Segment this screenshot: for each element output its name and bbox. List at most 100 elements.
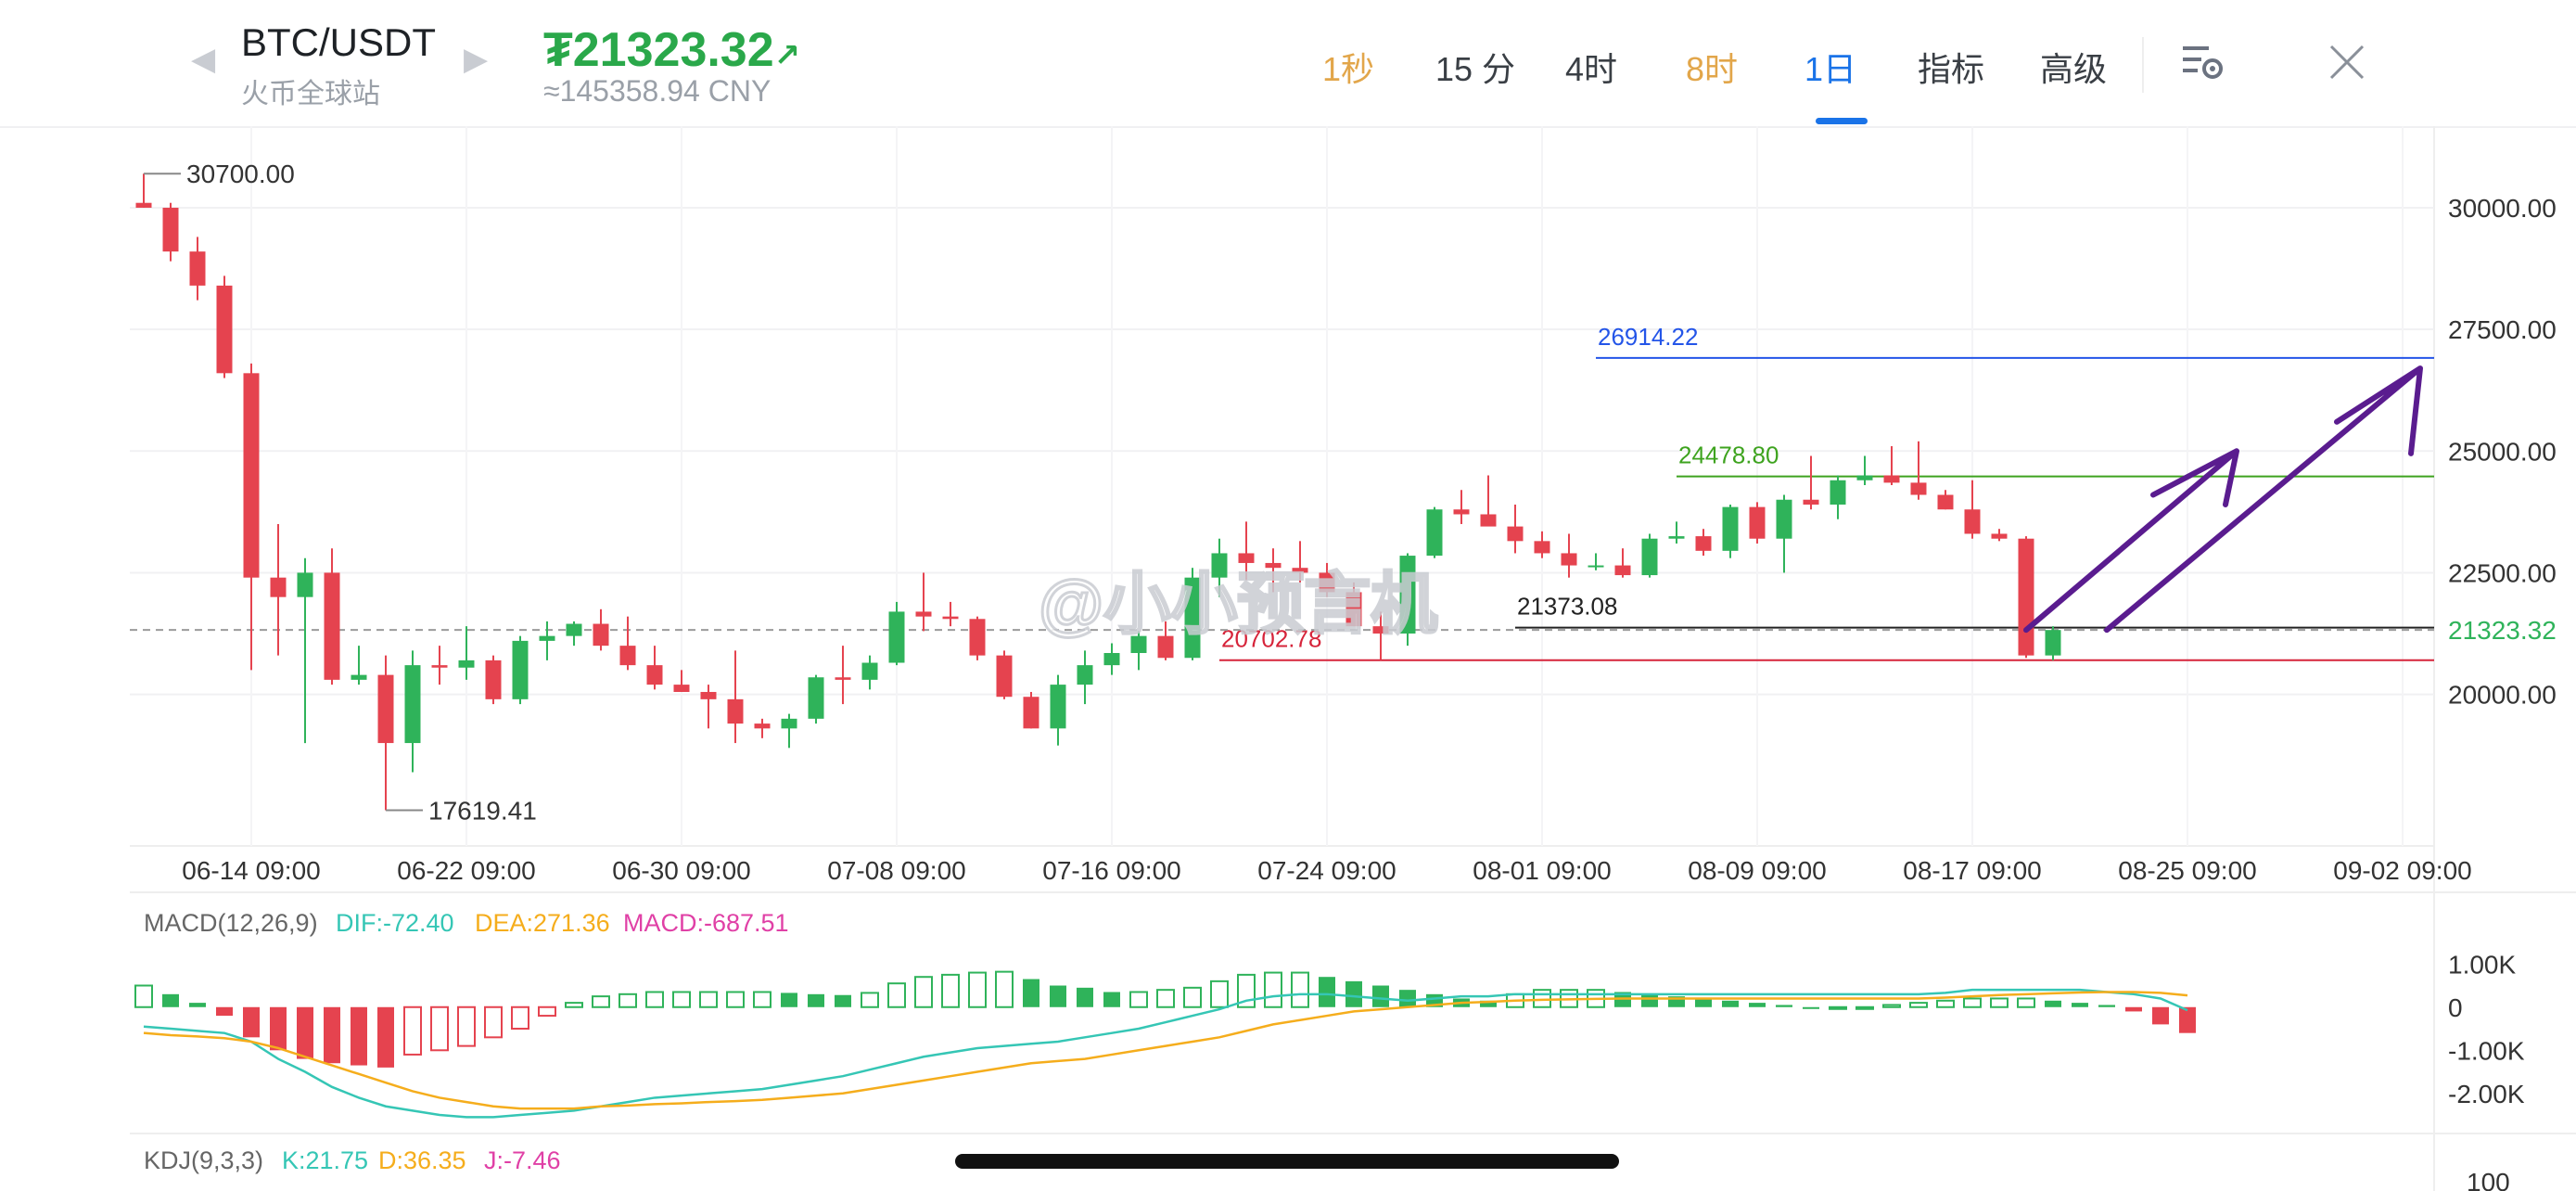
candle-body — [189, 251, 206, 286]
macd-value-label: MACD:-687.51 — [623, 909, 789, 937]
candle-body — [1803, 499, 1819, 505]
macd-bar — [887, 982, 906, 1008]
candle-body — [1668, 536, 1685, 539]
candle-body — [1776, 499, 1792, 539]
macd-bar — [781, 992, 797, 1007]
macd-bar — [430, 1005, 449, 1052]
candle-body — [1722, 506, 1739, 551]
macd-title: MACD(12,26,9) — [144, 909, 318, 937]
tab-advanced[interactable]: 高级 — [2040, 50, 2108, 88]
candle-series — [135, 173, 2061, 811]
macd-tick-label: -1.00K — [2448, 1036, 2525, 1065]
candle-body — [324, 572, 340, 680]
candle-body — [1534, 541, 1550, 554]
drawn-arrow-up-2 — [2104, 365, 2423, 634]
candle-body — [700, 691, 717, 699]
candle-body — [1749, 506, 1766, 539]
candle-body — [754, 724, 771, 729]
time-tick-label: 06-30 09:00 — [612, 856, 750, 885]
macd-bar — [511, 1005, 529, 1031]
candle-body — [1561, 553, 1577, 566]
tab-indicators[interactable]: 指标 — [1918, 50, 1985, 88]
drawn-arrows — [2023, 365, 2423, 634]
candle-body — [404, 665, 421, 744]
macd-bar — [1103, 992, 1120, 1007]
candle-body — [861, 662, 878, 680]
tab-1s[interactable]: 1秒 — [1322, 50, 1375, 88]
time-tick-label: 08-01 09:00 — [1473, 856, 1611, 885]
macd-bar — [1291, 971, 1309, 1008]
kdj-k-label: K:21.75 — [282, 1146, 368, 1174]
candle-body — [673, 685, 690, 692]
macd-bar — [243, 1006, 260, 1038]
level-label: 26914.22 — [1598, 323, 1698, 351]
candle-body — [942, 616, 959, 620]
close-icon[interactable] — [2327, 43, 2366, 82]
time-tick-label: 09-02 09:00 — [2333, 856, 2471, 885]
price-tick-label: 30000.00 — [2448, 194, 2557, 223]
macd-bar — [457, 1005, 476, 1047]
chart-grid: 30000.00 27500.00 25000.00 22500.00 20000.00… — [130, 126, 2576, 1191]
toolbar-divider — [2142, 37, 2144, 93]
candle-body — [1292, 568, 1308, 573]
tab-4h[interactable]: 4时 — [1565, 50, 1618, 88]
kdj-j-label: J:-7.46 — [484, 1146, 561, 1174]
kline-chart[interactable]: 30000.00 27500.00 25000.00 22500.00 20000.00… — [0, 126, 2576, 1191]
macd-bar — [2125, 1006, 2142, 1012]
macd-bar — [1345, 980, 1362, 1007]
macd-bar — [270, 1006, 287, 1051]
tab-8h[interactable]: 8时 — [1686, 50, 1739, 88]
candle-body — [270, 577, 287, 597]
macd-bar — [565, 1002, 583, 1008]
pair-title: BTC/USDT — [241, 20, 436, 64]
macd-bar — [484, 1005, 503, 1039]
candle-body — [619, 646, 636, 666]
top-bar: ◀ ▶ BTC/USDT 火币全球站 ₮21323.32↗ ≈145358.94… — [0, 0, 2576, 128]
candle-body — [1830, 480, 1846, 505]
last-price: ₮21323.32↗ — [543, 22, 800, 78]
kdj-tick-label: 100 — [2467, 1168, 2510, 1191]
price-tick-label: 25000.00 — [2448, 437, 2557, 466]
candle-body — [1265, 562, 1282, 569]
macd-bar — [324, 1006, 340, 1064]
candle-body — [512, 640, 529, 699]
watermark: @小小预言机 — [1039, 568, 1437, 642]
candle-body — [458, 660, 475, 668]
level-label: 21373.08 — [1517, 593, 1617, 621]
next-pair-arrow-icon[interactable]: ▶ — [464, 42, 489, 77]
candle-body — [1345, 592, 1362, 627]
macd-bar — [1210, 980, 1229, 1008]
macd-tick-label: 1.00K — [2448, 950, 2516, 979]
macd-bar — [377, 1006, 394, 1068]
candle-body — [1372, 626, 1389, 634]
prev-pair-arrow-icon[interactable]: ◀ — [191, 42, 216, 77]
macd-bar — [1319, 977, 1335, 1007]
candle-body — [781, 718, 797, 729]
macd-bar — [645, 991, 664, 1008]
last-price-value: ₮21323.32 — [543, 23, 774, 77]
macd-bar — [808, 993, 824, 1007]
macd-bar — [403, 1005, 422, 1056]
candle-body — [1023, 697, 1039, 729]
candle-body — [915, 611, 932, 617]
macd-dea-label: DEA:271.36 — [475, 909, 610, 937]
time-tick-label: 06-14 09:00 — [182, 856, 320, 885]
macd-bar — [968, 971, 987, 1008]
max-price-label: 30700.00 — [186, 160, 295, 188]
macd-bar — [914, 976, 933, 1008]
macd-bar — [699, 991, 718, 1008]
macd-bar — [1533, 989, 1551, 1008]
candle-body — [835, 677, 851, 680]
price-cny: ≈145358.94 CNY — [543, 74, 772, 108]
macd-bar — [2098, 1005, 2115, 1007]
candle-body — [566, 623, 582, 636]
macd-bar — [995, 970, 1014, 1008]
tab-1d[interactable]: 1日 — [1804, 50, 1857, 88]
candle-body — [162, 207, 179, 252]
tab-15m[interactable]: 15 分 — [1435, 50, 1516, 88]
candle-body — [2018, 538, 2034, 656]
candle-body — [216, 285, 233, 374]
candle-body — [1588, 565, 1604, 568]
chart-settings-icon[interactable] — [2179, 41, 2225, 83]
